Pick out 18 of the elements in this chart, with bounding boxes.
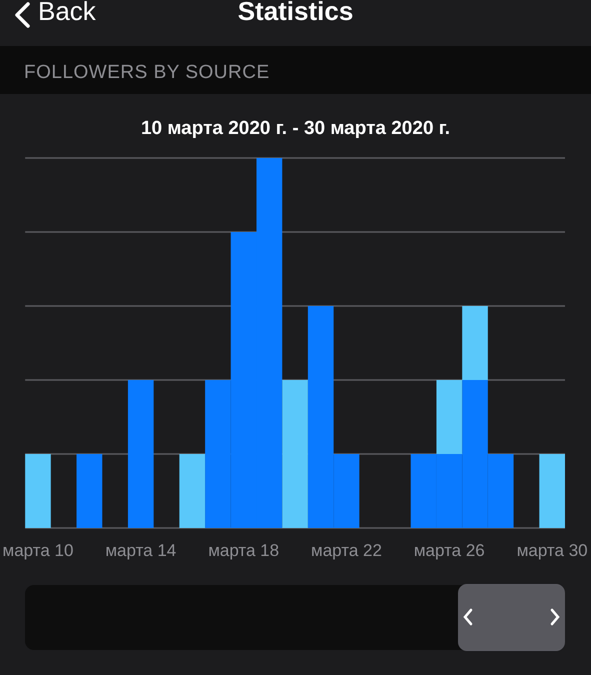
x-tick-label: марта 22 xyxy=(311,541,382,560)
text: Back xyxy=(38,0,96,27)
x-tick-label: марта 26 xyxy=(414,541,485,560)
bar xyxy=(539,454,565,528)
bar xyxy=(76,454,102,528)
chart-title: FOLLOWERS BY SOURCE xyxy=(24,62,270,84)
bar xyxy=(436,380,462,454)
x-tick-label: марта 18 xyxy=(208,541,280,560)
bar xyxy=(282,380,308,528)
x-tick-label: марта 30 xyxy=(516,541,588,560)
bar xyxy=(179,454,206,528)
bar xyxy=(25,454,51,528)
text: Statistics xyxy=(238,0,354,26)
x-tick-label: марта 10 xyxy=(2,541,74,560)
chart-subtitle: 10 марта 2020 г. - 30 марта 2020 г. xyxy=(140,118,450,139)
bar xyxy=(462,306,488,380)
bar xyxy=(128,380,154,528)
x-tick-label: марта 14 xyxy=(105,541,176,560)
